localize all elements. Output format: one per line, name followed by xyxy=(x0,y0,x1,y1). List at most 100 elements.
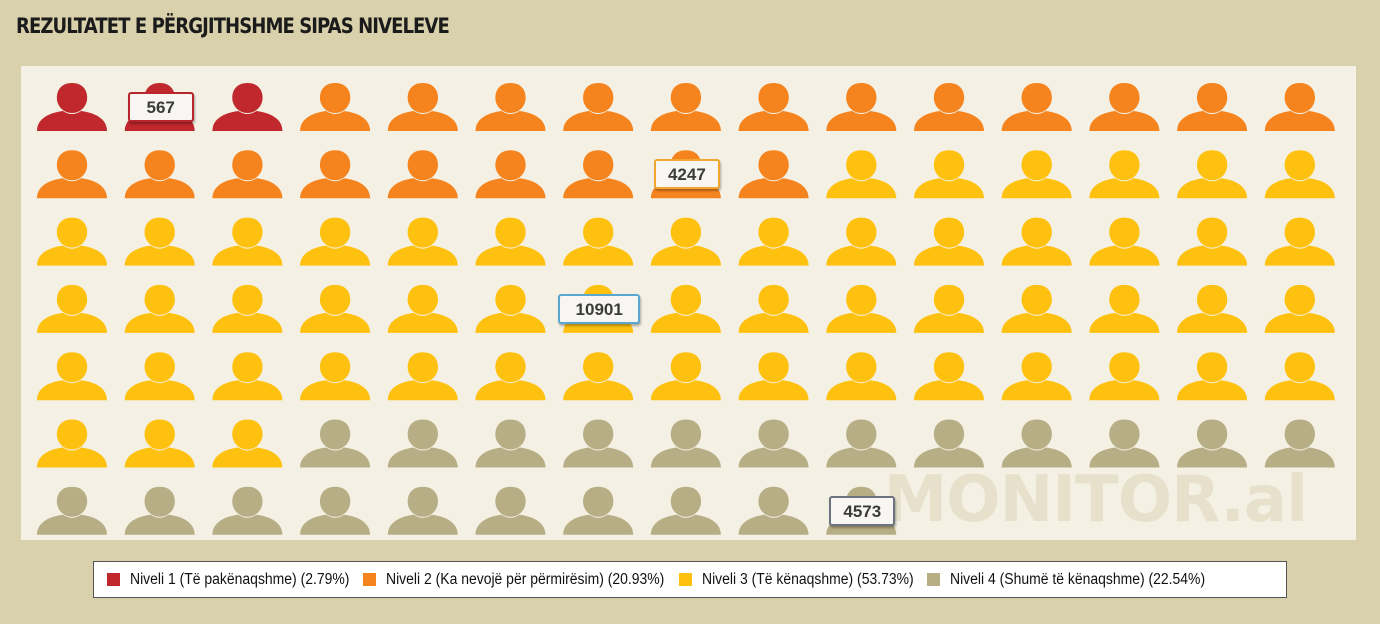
person-icon xyxy=(1177,217,1248,266)
person-icon xyxy=(563,150,634,199)
person-icon xyxy=(212,284,283,333)
person-icon xyxy=(387,486,458,535)
person-icon xyxy=(826,217,897,266)
legend-item: Niveli 2 (Ka nevojë për përmirësim) (20.… xyxy=(363,570,665,589)
person-icon xyxy=(563,217,634,266)
person-icon xyxy=(914,217,984,266)
person-icon xyxy=(1177,419,1248,468)
person-icon xyxy=(300,352,371,401)
data-label: 4247 xyxy=(653,159,720,190)
person-icon xyxy=(650,217,721,266)
person-icon xyxy=(914,352,984,401)
chart-title: REZULTATET E PËRGJITHSHME SIPAS NIVELEVE xyxy=(16,14,450,38)
person-icon xyxy=(300,419,371,468)
person-icon xyxy=(738,352,809,401)
person-icon xyxy=(563,83,634,131)
person-icon xyxy=(1264,83,1335,131)
person-icon xyxy=(738,284,809,333)
person-icon xyxy=(1264,284,1335,333)
person-icon xyxy=(738,217,809,266)
pictogram-plot-area: MONITOR.al 567 4247 10901 4573 xyxy=(21,66,1356,540)
person-icon xyxy=(475,83,546,131)
person-icon xyxy=(914,150,984,199)
person-icon xyxy=(475,284,546,333)
person-icon xyxy=(1089,83,1160,131)
person-icon xyxy=(212,419,283,468)
person-icon xyxy=(1177,83,1248,131)
legend-item: Niveli 3 (Të kënaqshme) (53.73%) xyxy=(678,570,914,589)
person-icon xyxy=(1089,284,1160,333)
person-icon xyxy=(914,284,984,333)
person-icon xyxy=(1089,352,1160,401)
person-icon-grid xyxy=(37,83,1335,535)
person-icon xyxy=(650,352,721,401)
watermark: MONITOR.al xyxy=(883,463,1308,537)
legend: Niveli 1 (Të pakënaqshme) (2.79%) Niveli … xyxy=(93,561,1287,598)
person-icon xyxy=(738,419,809,468)
person-icon xyxy=(1264,150,1335,199)
person-icon xyxy=(300,83,371,131)
person-icon xyxy=(300,150,371,199)
person-icon xyxy=(475,150,546,199)
person-icon xyxy=(37,150,107,199)
legend-swatch xyxy=(107,573,120,586)
person-icon xyxy=(1001,284,1072,333)
person-icon xyxy=(650,83,721,131)
legend-swatch xyxy=(927,573,941,586)
person-icon xyxy=(826,284,897,333)
person-icon xyxy=(738,83,809,131)
person-icon xyxy=(1089,150,1160,199)
person-icon xyxy=(914,83,984,131)
person-icon xyxy=(37,83,107,131)
person-icon xyxy=(1001,217,1072,266)
data-label: 10901 xyxy=(558,293,641,324)
data-label: 567 xyxy=(127,92,194,122)
person-icon xyxy=(650,419,721,468)
person-icon xyxy=(1264,217,1335,266)
person-icon xyxy=(1177,150,1248,199)
legend-swatch xyxy=(678,573,692,586)
person-icon xyxy=(650,486,721,535)
person-icon xyxy=(475,217,546,266)
person-icon xyxy=(387,284,458,333)
person-icon xyxy=(212,486,283,535)
person-icon xyxy=(650,284,721,333)
person-icon xyxy=(37,486,107,535)
person-icon xyxy=(37,217,107,266)
person-icon xyxy=(1001,83,1072,131)
person-icon xyxy=(124,352,195,401)
person-icon xyxy=(212,217,283,266)
person-icon xyxy=(1089,217,1160,266)
person-icon xyxy=(563,419,634,468)
person-icon xyxy=(387,217,458,266)
person-icon xyxy=(1001,352,1072,401)
legend-label: Niveli 2 (Ka nevojë për përmirësim) (20.… xyxy=(386,570,665,588)
legend-item: Niveli 1 (Të pakënaqshme) (2.79%) xyxy=(107,571,349,589)
person-icon xyxy=(212,150,283,199)
person-icon xyxy=(1001,419,1072,468)
person-icon xyxy=(826,150,897,199)
person-icon xyxy=(1089,419,1160,468)
legend-label: Niveli 4 (Shumë të kënaqshme) (22.54%) xyxy=(950,570,1206,588)
data-label: 4573 xyxy=(829,495,896,526)
person-icon xyxy=(37,419,107,468)
legend-label: Niveli 3 (Të kënaqshme) (53.73%) xyxy=(701,570,914,588)
person-icon xyxy=(475,486,546,535)
person-icon xyxy=(37,352,107,401)
person-icon xyxy=(124,217,195,266)
person-icon xyxy=(387,419,458,468)
person-icon xyxy=(826,419,897,468)
person-icon xyxy=(563,486,634,535)
person-icon xyxy=(1264,352,1335,401)
person-icon xyxy=(387,352,458,401)
person-icon xyxy=(563,352,634,401)
person-icon xyxy=(1177,284,1248,333)
person-icon xyxy=(1001,150,1072,199)
person-icon xyxy=(914,419,984,468)
legend-label: Niveli 1 (Të pakënaqshme) (2.79%) xyxy=(130,570,350,588)
person-icon xyxy=(826,352,897,401)
person-icon xyxy=(37,284,107,333)
person-icon xyxy=(300,486,371,535)
person-icon xyxy=(124,486,195,535)
legend-swatch xyxy=(363,573,377,586)
